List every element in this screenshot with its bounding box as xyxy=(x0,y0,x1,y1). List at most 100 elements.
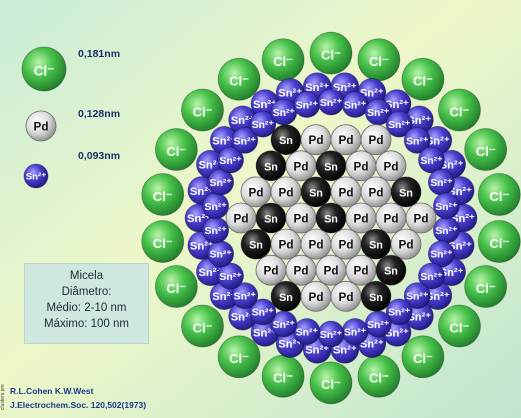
svg-text:Pd: Pd xyxy=(339,134,354,147)
svg-text:Sn²⁺: Sn²⁺ xyxy=(344,100,366,111)
chloride-ion: Cl⁻ xyxy=(181,88,224,132)
svg-text:Sn²⁺: Sn²⁺ xyxy=(190,241,214,253)
tin-atom: Sn xyxy=(270,280,302,312)
chloride-ion: Cl⁻ xyxy=(141,173,185,216)
svg-text:Sn: Sn xyxy=(264,161,278,173)
palladium-atom: Pd xyxy=(375,150,407,182)
svg-text:Pd: Pd xyxy=(249,186,264,199)
chloride-ion: Cl⁻ xyxy=(309,31,353,75)
svg-text:Cl⁻: Cl⁻ xyxy=(273,371,293,386)
svg-text:Sn²⁺: Sn²⁺ xyxy=(252,308,274,319)
tin-ion: Sn²⁺ xyxy=(317,320,345,348)
palladium-atom: Pd xyxy=(375,202,407,234)
svg-text:Cl⁻: Cl⁻ xyxy=(413,74,433,89)
svg-text:Pd: Pd xyxy=(234,213,249,226)
svg-text:Sn²⁺: Sn²⁺ xyxy=(231,115,255,127)
tin-ion: Sn²⁺ xyxy=(404,105,434,135)
svg-text:Sn: Sn xyxy=(309,187,323,199)
tin-ion: Sn²⁺ xyxy=(317,88,345,116)
legend-chloride-icon: Cl⁻ xyxy=(21,46,67,92)
tin-ion: Sn²⁺ xyxy=(364,310,392,338)
svg-text:Sn²⁺: Sn²⁺ xyxy=(320,330,342,341)
tin-ion: Sn²⁺ xyxy=(202,192,230,220)
svg-text:Sn²⁺: Sn²⁺ xyxy=(253,328,277,340)
chloride-ion: Cl⁻ xyxy=(477,173,521,216)
svg-text:Cl⁻: Cl⁻ xyxy=(450,320,470,335)
palladium-atom: Pd xyxy=(330,176,362,208)
credit-authors: R.L.Cohen K.W.West xyxy=(10,386,94,396)
svg-text:Pd: Pd xyxy=(309,134,324,147)
svg-text:Sn²⁺: Sn²⁺ xyxy=(320,98,342,109)
info-diameter-label: Diâmetro: xyxy=(61,286,112,298)
svg-text:Cl⁻: Cl⁻ xyxy=(450,104,470,119)
tin-ion: Sn²⁺ xyxy=(228,105,258,135)
tin-ion: Sn²⁺ xyxy=(293,318,321,345)
svg-text:Sn²⁺: Sn²⁺ xyxy=(448,241,472,253)
svg-text:Sn: Sn xyxy=(279,292,293,304)
svg-text:Pd: Pd xyxy=(384,213,399,226)
svg-text:Sn²⁺: Sn²⁺ xyxy=(426,136,450,148)
tin-atom: Sn xyxy=(255,202,287,234)
palladium-atom: Pd xyxy=(330,124,362,156)
svg-text:Sn: Sn xyxy=(369,292,383,304)
svg-text:Pd: Pd xyxy=(309,291,324,304)
svg-text:Pd: Pd xyxy=(279,186,294,199)
legend-tin-ion-icon: Sn²⁺ xyxy=(23,163,49,189)
svg-text:Sn²⁺: Sn²⁺ xyxy=(420,156,442,167)
palladium-atom: Pd xyxy=(285,202,317,234)
palladium-atom: Pd xyxy=(225,202,257,234)
svg-text:Sn²⁺: Sn²⁺ xyxy=(273,320,295,331)
svg-text:Pd: Pd xyxy=(339,291,354,304)
svg-text:Cl⁻: Cl⁻ xyxy=(321,377,341,392)
chloride-ion: Cl⁻ xyxy=(401,57,445,101)
palladium-atom: Pd xyxy=(300,124,332,156)
svg-text:Cl⁻: Cl⁻ xyxy=(369,371,389,386)
tin-ion: Sn²⁺ xyxy=(427,168,455,196)
micelle-cluster: Cl⁻ Cl⁻ Cl⁻ Cl⁻ Cl⁻ Cl⁻ Cl⁻ Cl⁻ Cl⁻ Cl⁻ Cl⁻ Cl⁻ Cl⁻ C… xyxy=(141,31,521,405)
svg-text:Sn²⁺: Sn²⁺ xyxy=(344,327,366,338)
tin-ion: Sn²⁺ xyxy=(385,298,413,326)
svg-text:Sn²⁺: Sn²⁺ xyxy=(278,88,302,100)
svg-text:Pd: Pd xyxy=(384,160,399,173)
svg-text:Sn²⁺: Sn²⁺ xyxy=(296,327,318,338)
info-average: Médio: 2-10 nm xyxy=(46,302,127,314)
tin-ion: Sn²⁺ xyxy=(385,110,413,138)
chloride-ion: Cl⁻ xyxy=(438,304,481,348)
svg-text:Pd: Pd xyxy=(294,160,309,173)
tin-ion: Sn²⁺ xyxy=(217,146,244,174)
svg-text:Sn²⁺: Sn²⁺ xyxy=(388,120,410,131)
svg-text:Pd: Pd xyxy=(354,213,369,226)
svg-text:Cl⁻: Cl⁻ xyxy=(229,74,249,89)
svg-text:Pd: Pd xyxy=(354,160,369,173)
tin-atom: Sn xyxy=(270,124,302,156)
svg-text:Sn²⁺: Sn²⁺ xyxy=(430,178,452,189)
svg-text:Sn²⁺: Sn²⁺ xyxy=(234,136,256,147)
svg-text:Sn²⁺: Sn²⁺ xyxy=(205,226,227,237)
svg-text:Sn²⁺: Sn²⁺ xyxy=(253,99,277,111)
credit-reference: J.Electrochem.Soc. 120,502(1973) xyxy=(10,400,147,410)
svg-text:Pd: Pd xyxy=(324,265,339,278)
svg-text:Cl⁻: Cl⁻ xyxy=(476,144,496,159)
svg-text:Sn²⁺: Sn²⁺ xyxy=(440,160,464,172)
palladium-atom: Pd xyxy=(300,280,332,312)
tin-ion: Sn²⁺ xyxy=(403,126,431,154)
svg-text:Sn: Sn xyxy=(264,214,278,226)
svg-text:Sn²⁺: Sn²⁺ xyxy=(451,213,475,225)
chloride-ion: Cl⁻ xyxy=(401,335,445,379)
chloride-ion: Cl⁻ xyxy=(357,38,401,82)
svg-text:Pd: Pd xyxy=(34,121,49,134)
palladium-atom: Pd xyxy=(360,176,392,208)
palladium-atom: Pd xyxy=(285,254,317,286)
tin-ion: Sn²⁺ xyxy=(270,310,298,338)
tin-ion: Sn²⁺ xyxy=(403,282,431,310)
tin-atom: Sn xyxy=(360,228,392,260)
svg-text:Sn: Sn xyxy=(384,266,398,278)
tin-ion: Sn²⁺ xyxy=(228,301,258,331)
palladium-atom: Pd xyxy=(390,228,422,260)
svg-text:Sn: Sn xyxy=(369,240,383,252)
svg-text:Cl⁻: Cl⁻ xyxy=(166,281,186,296)
svg-text:Pd: Pd xyxy=(339,239,354,252)
legend-palladium-icon: Pd xyxy=(25,110,57,142)
micelle-info-box: Micela Diâmetro: Médio: 2-10 nm Máximo: … xyxy=(24,263,149,344)
svg-text:Sn²⁺: Sn²⁺ xyxy=(333,344,357,356)
